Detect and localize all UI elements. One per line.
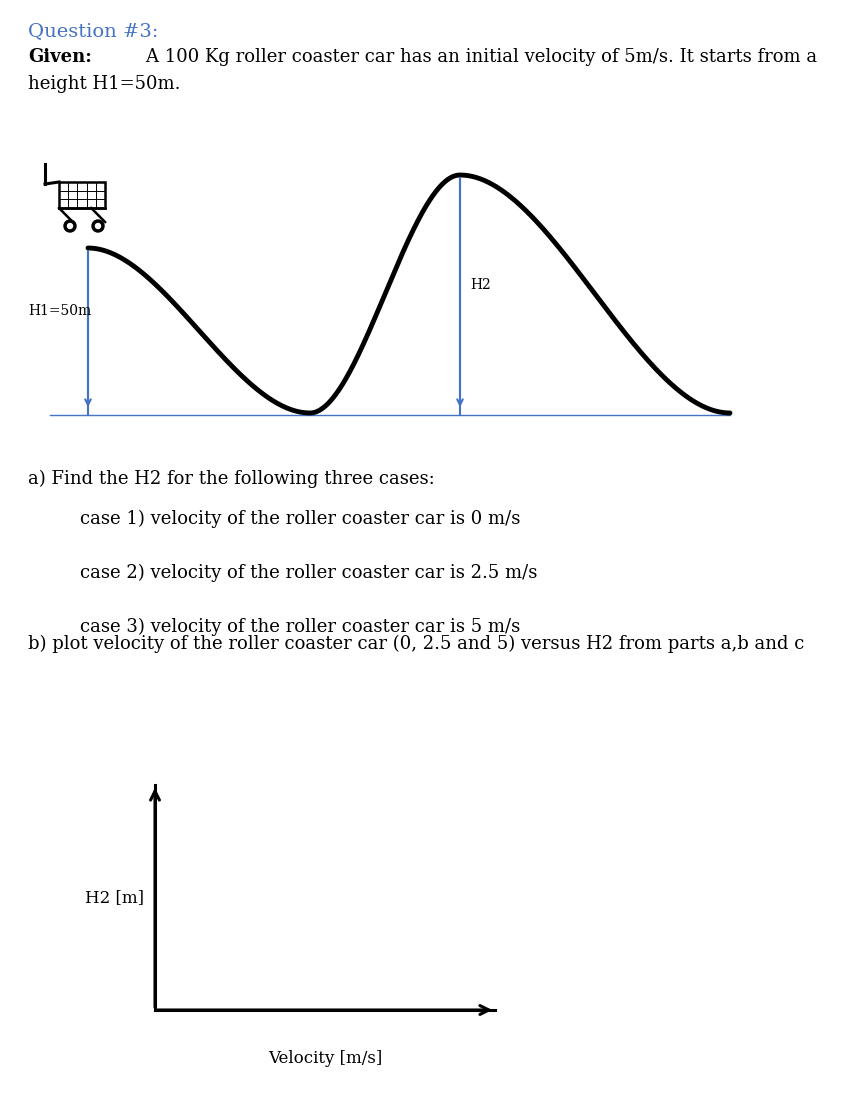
Circle shape (92, 220, 104, 232)
Text: case 1) velocity of the roller coaster car is 0 m/s: case 1) velocity of the roller coaster c… (80, 509, 521, 528)
Bar (59, 182, 105, 208)
Circle shape (95, 224, 100, 228)
Text: a) Find the H2 for the following three cases:: a) Find the H2 for the following three c… (28, 470, 435, 489)
Text: H1=50m: H1=50m (28, 304, 91, 318)
Text: H2 [m]: H2 [m] (85, 889, 144, 907)
Text: case 3) velocity of the roller coaster car is 5 m/s: case 3) velocity of the roller coaster c… (80, 618, 520, 636)
Text: Velocity [m/s]: Velocity [m/s] (268, 1050, 382, 1067)
Text: Question #3:: Question #3: (28, 22, 159, 40)
Circle shape (68, 224, 73, 228)
Text: A 100 Kg roller coaster car has an initial velocity of 5m/s. It starts from a: A 100 Kg roller coaster car has an initi… (100, 48, 817, 66)
Text: b) plot velocity of the roller coaster car (0, 2.5 and 5) versus H2 from parts a: b) plot velocity of the roller coaster c… (28, 635, 804, 653)
Text: H2: H2 (470, 278, 490, 292)
Text: Given:: Given: (28, 48, 92, 66)
Circle shape (64, 220, 76, 232)
Text: case 2) velocity of the roller coaster car is 2.5 m/s: case 2) velocity of the roller coaster c… (80, 564, 538, 582)
Text: height H1=50m.: height H1=50m. (28, 75, 181, 93)
